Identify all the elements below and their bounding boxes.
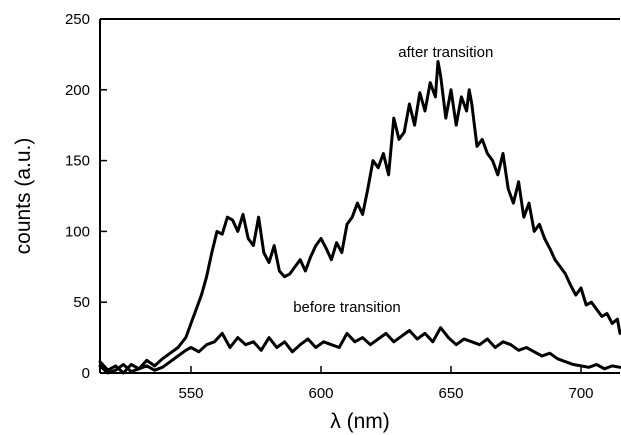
- annotation-after: after transition: [398, 44, 493, 61]
- x-tick-label-700: 700: [568, 385, 593, 402]
- series-line-before: [98, 326, 621, 375]
- x-axis-title: λ (nm): [330, 410, 390, 433]
- y-tick-label-100: 100: [65, 223, 90, 240]
- y-tick-label-200: 200: [65, 82, 90, 99]
- data-series: [98, 60, 621, 375]
- y-tick-label-250: 250: [65, 11, 90, 28]
- tick-marks: 0 50 100 150 200 250 550 600 650 700: [65, 11, 594, 402]
- y-tick-label-0: 0: [82, 365, 90, 382]
- y-tick-label-150: 150: [65, 153, 90, 170]
- plot-axes: [99, 18, 620, 374]
- chart-labels: λ (nm) counts (a.u.) after transition bef…: [12, 44, 493, 433]
- series-line-after: [98, 60, 621, 375]
- x-tick-label-600: 600: [308, 385, 333, 402]
- annotation-before: before transition: [293, 299, 401, 316]
- x-tick-label-650: 650: [438, 385, 463, 402]
- x-tick-label-550: 550: [178, 385, 203, 402]
- y-tick-label-50: 50: [73, 294, 90, 311]
- y-axis-title: counts (a.u.): [12, 138, 35, 255]
